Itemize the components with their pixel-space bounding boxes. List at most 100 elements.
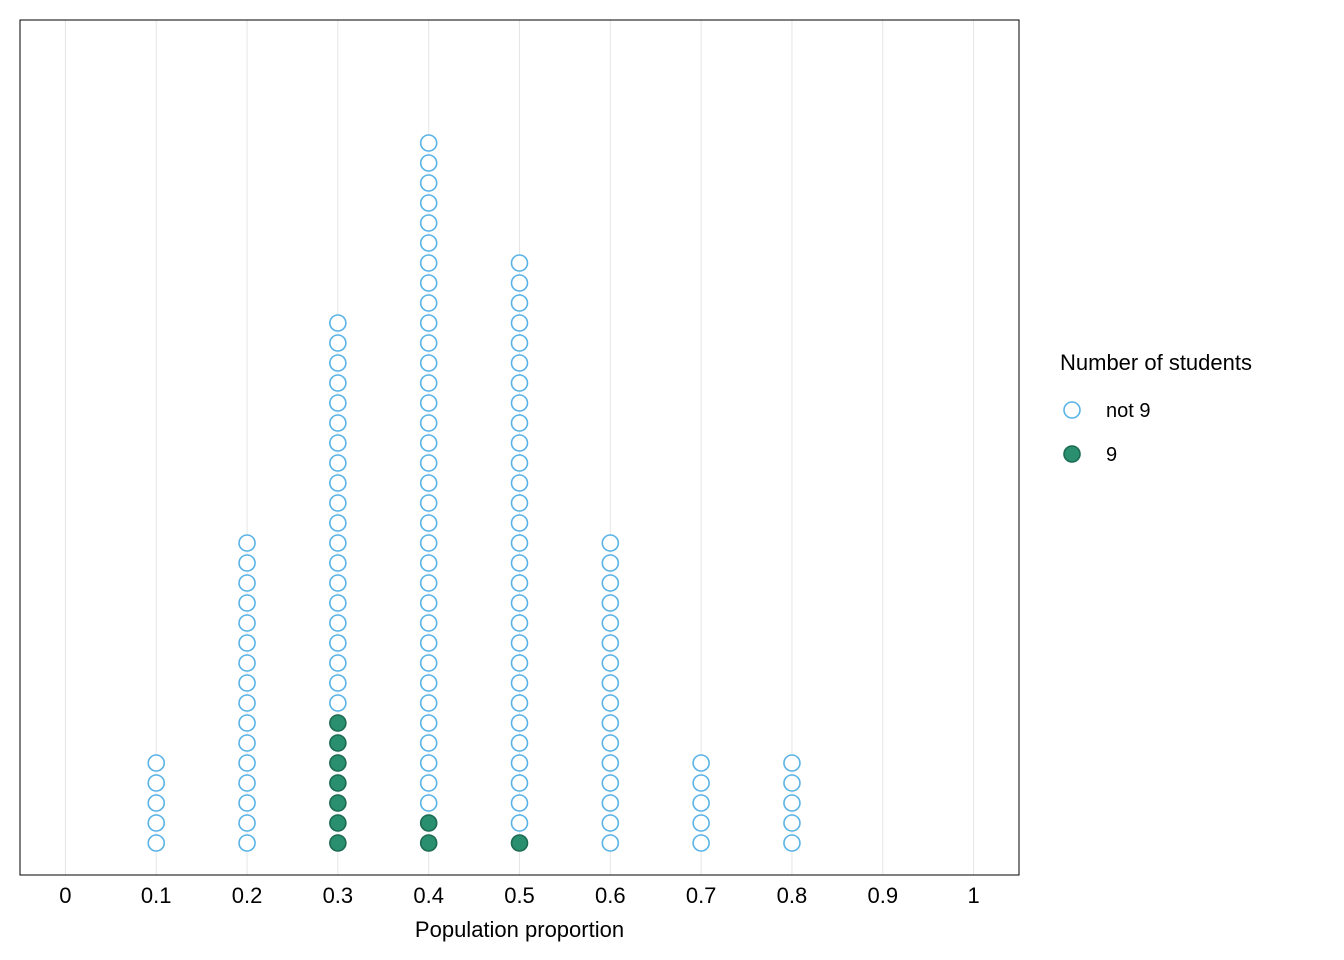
dot-not9	[421, 395, 437, 411]
dot-not9	[784, 835, 800, 851]
dot-not9	[512, 295, 528, 311]
dot-not9	[330, 455, 346, 471]
dot-not9	[693, 835, 709, 851]
dot-not9	[239, 575, 255, 591]
dot-9	[330, 795, 346, 811]
dot-not9	[330, 615, 346, 631]
dot-not9	[239, 555, 255, 571]
dot-not9	[421, 595, 437, 611]
dot-not9	[330, 695, 346, 711]
dot-not9	[421, 775, 437, 791]
dot-not9	[512, 775, 528, 791]
dot-not9	[330, 555, 346, 571]
x-tick-label: 1	[967, 883, 979, 908]
dot-not9	[693, 795, 709, 811]
dot-not9	[784, 775, 800, 791]
dot-not9	[330, 355, 346, 371]
dot-not9	[330, 575, 346, 591]
dot-not9	[421, 435, 437, 451]
dot-not9	[693, 755, 709, 771]
dot-not9	[330, 375, 346, 391]
dot-not9	[239, 815, 255, 831]
x-tick-label: 0.4	[413, 883, 444, 908]
dot-not9	[512, 675, 528, 691]
figure-container: 00.10.20.30.40.50.60.70.80.91Population …	[0, 0, 1344, 960]
dot-not9	[512, 655, 528, 671]
dot-not9	[239, 715, 255, 731]
x-tick-label: 0.7	[686, 883, 717, 908]
dot-not9	[421, 135, 437, 151]
dot-not9	[512, 255, 528, 271]
dot-9	[330, 715, 346, 731]
dot-not9	[421, 535, 437, 551]
dot-not9	[693, 775, 709, 791]
dot-not9	[602, 715, 618, 731]
dot-not9	[330, 635, 346, 651]
legend-key-not9	[1064, 402, 1080, 418]
dot-not9	[421, 215, 437, 231]
dot-not9	[421, 255, 437, 271]
dot-not9	[239, 615, 255, 631]
dot-not9	[602, 635, 618, 651]
dot-not9	[421, 275, 437, 291]
dot-not9	[602, 615, 618, 631]
dot-not9	[512, 535, 528, 551]
dot-not9	[148, 775, 164, 791]
dot-not9	[784, 815, 800, 831]
dot-not9	[421, 235, 437, 251]
dot-not9	[330, 315, 346, 331]
dot-not9	[421, 655, 437, 671]
dot-not9	[330, 415, 346, 431]
dot-not9	[512, 815, 528, 831]
dot-not9	[784, 795, 800, 811]
dot-not9	[512, 635, 528, 651]
dot-not9	[421, 495, 437, 511]
dot-not9	[512, 755, 528, 771]
dot-not9	[421, 735, 437, 751]
dot-not9	[512, 595, 528, 611]
dot-not9	[512, 415, 528, 431]
dot-9	[421, 815, 437, 831]
x-tick-label: 0.8	[777, 883, 808, 908]
dot-not9	[602, 815, 618, 831]
dot-not9	[239, 535, 255, 551]
dot-not9	[330, 335, 346, 351]
dot-not9	[512, 395, 528, 411]
dot-not9	[602, 735, 618, 751]
dot-not9	[330, 475, 346, 491]
dot-9	[330, 815, 346, 831]
dot-not9	[602, 555, 618, 571]
dot-not9	[602, 795, 618, 811]
dot-not9	[512, 735, 528, 751]
legend-title: Number of students	[1060, 350, 1252, 375]
legend-item-label: 9	[1106, 444, 1117, 466]
dot-not9	[602, 775, 618, 791]
dot-not9	[512, 695, 528, 711]
dot-not9	[512, 475, 528, 491]
dot-not9	[239, 755, 255, 771]
dot-not9	[330, 435, 346, 451]
dot-not9	[148, 795, 164, 811]
dot-not9	[239, 735, 255, 751]
dot-not9	[512, 575, 528, 591]
dot-not9	[512, 315, 528, 331]
x-tick-label: 0	[59, 883, 71, 908]
dot-not9	[239, 595, 255, 611]
dot-not9	[239, 795, 255, 811]
dot-not9	[421, 675, 437, 691]
x-tick-label: 0.1	[141, 883, 172, 908]
dot-not9	[512, 795, 528, 811]
dot-9	[421, 835, 437, 851]
dot-not9	[602, 835, 618, 851]
dot-9	[330, 775, 346, 791]
dot-not9	[330, 655, 346, 671]
dot-not9	[421, 555, 437, 571]
dot-not9	[239, 675, 255, 691]
dot-not9	[421, 715, 437, 731]
dot-not9	[512, 355, 528, 371]
dot-not9	[330, 535, 346, 551]
dot-not9	[512, 715, 528, 731]
dot-9	[330, 755, 346, 771]
x-tick-label: 0.2	[232, 883, 263, 908]
dot-not9	[602, 535, 618, 551]
